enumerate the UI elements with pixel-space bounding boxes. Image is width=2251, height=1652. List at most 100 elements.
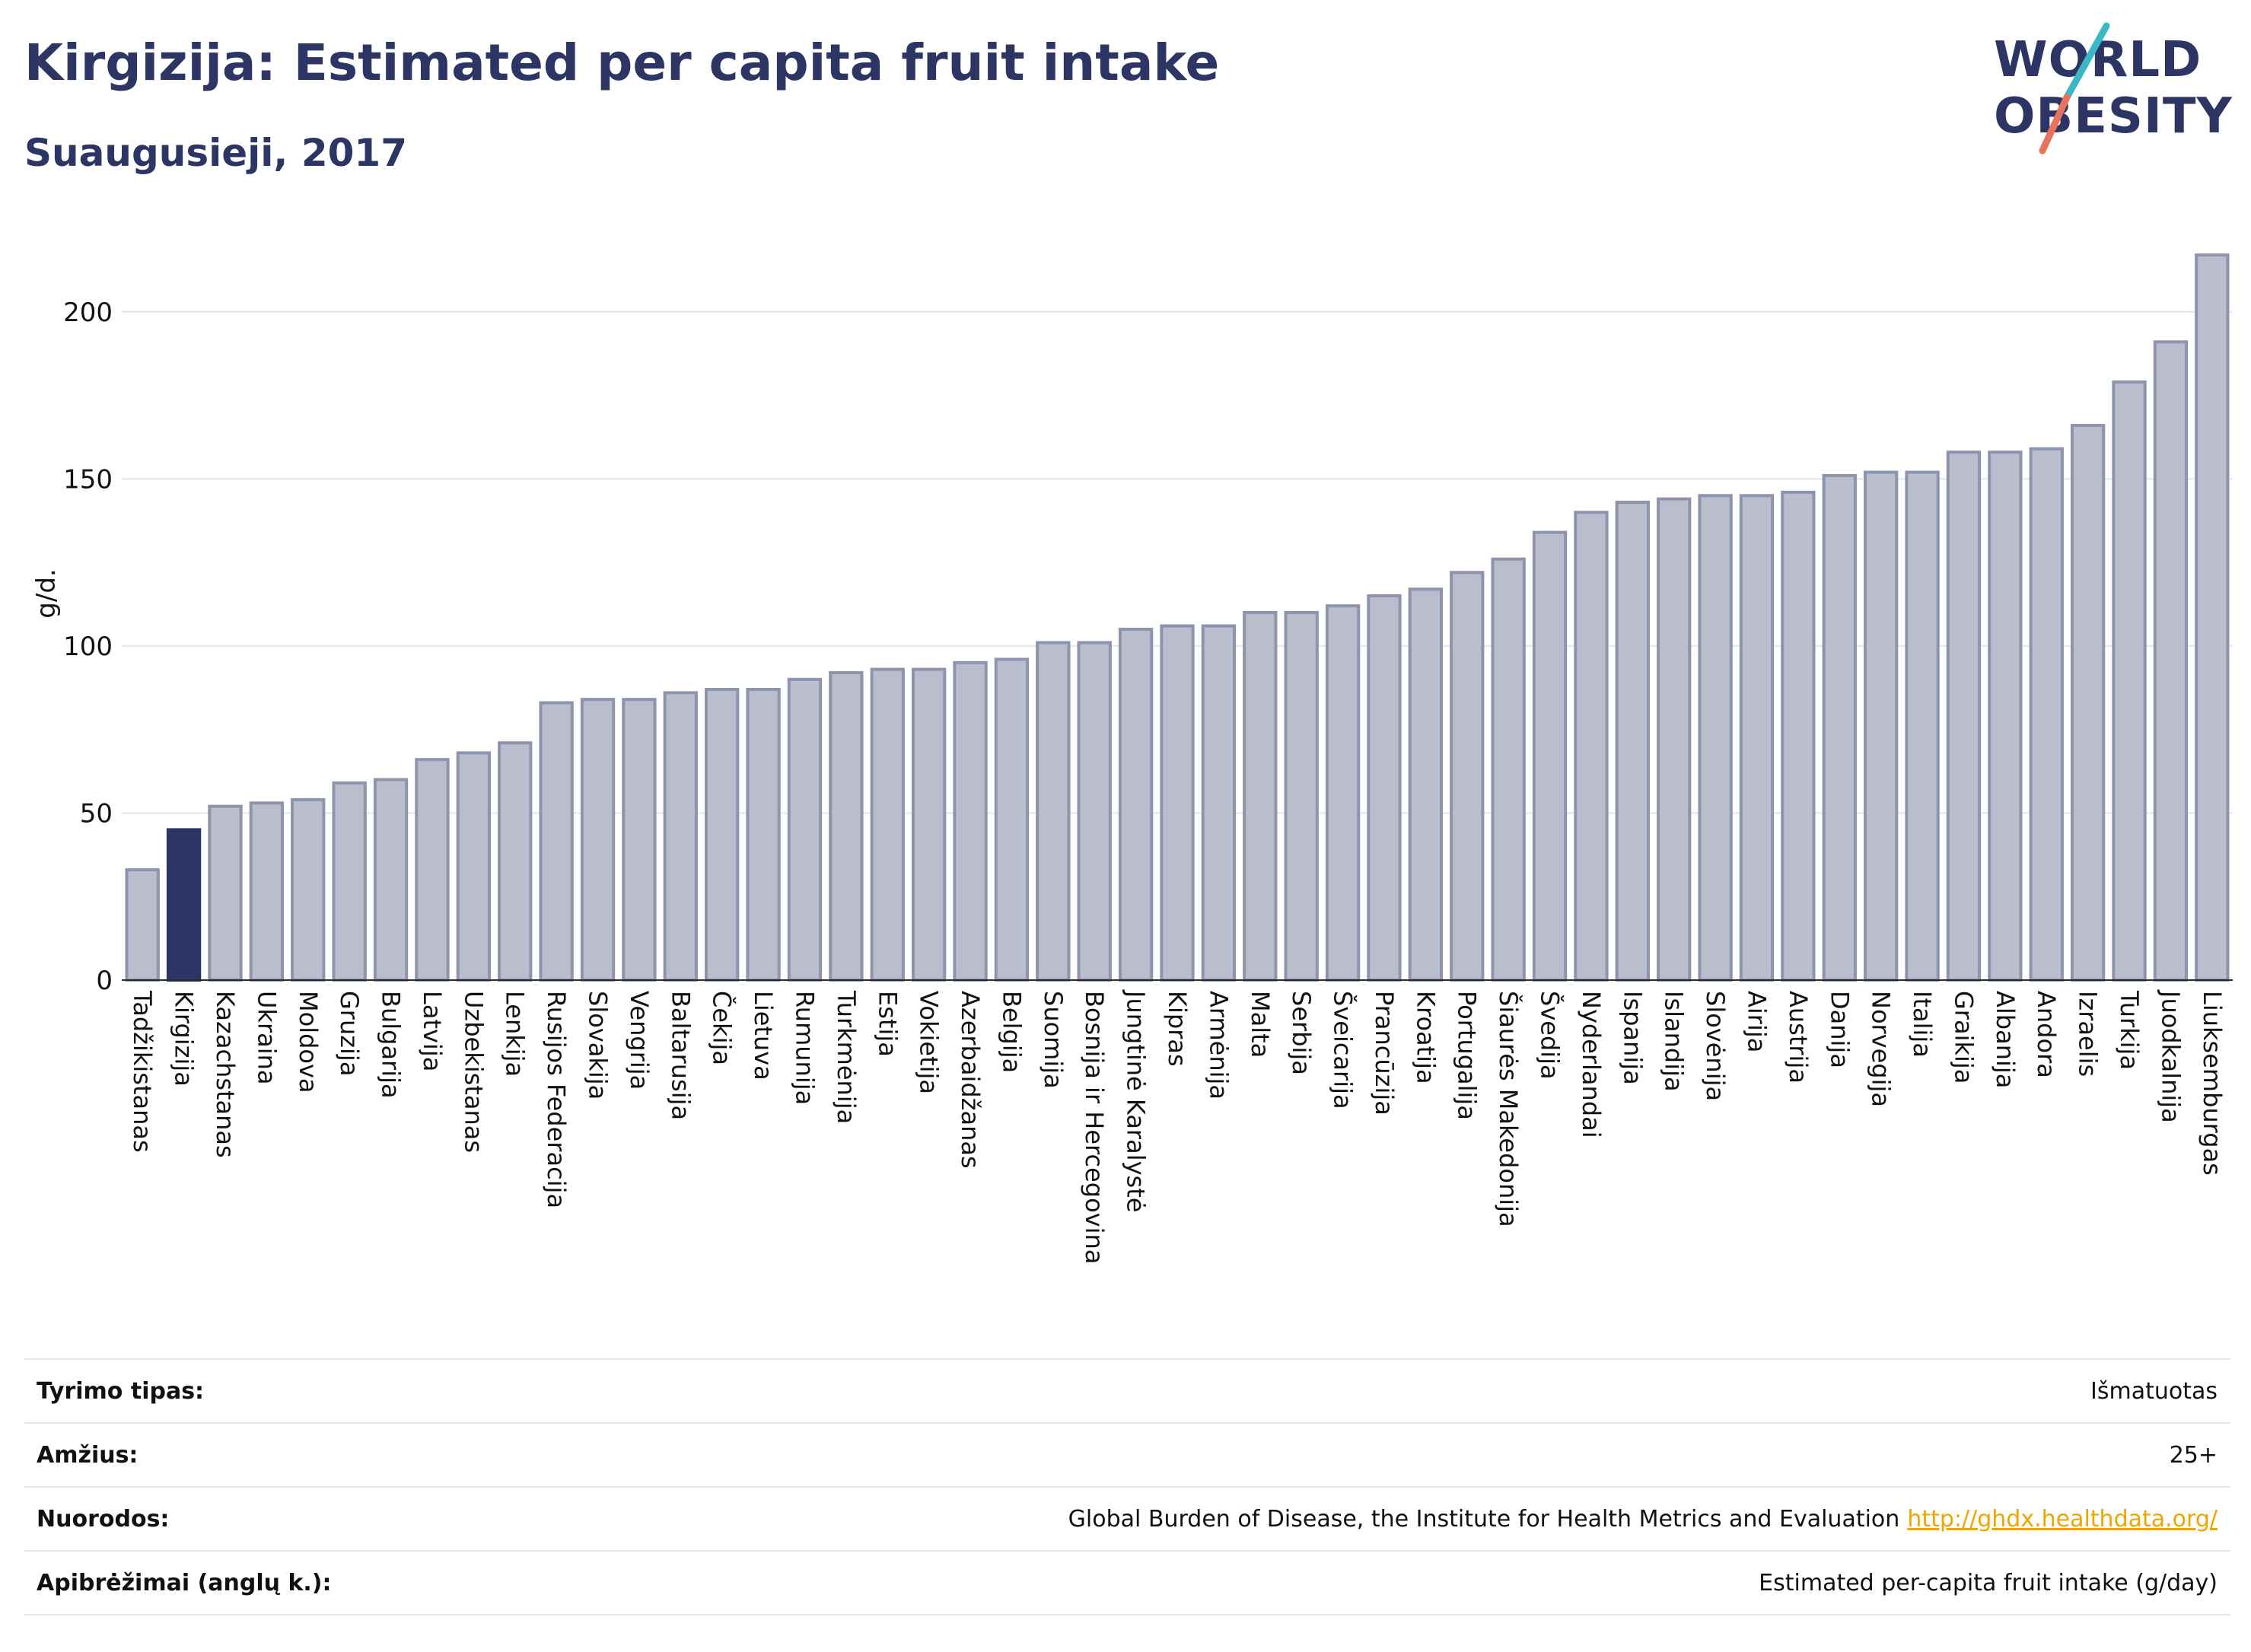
bar [1036, 641, 1071, 982]
x-tick-label: Danija [1825, 991, 1854, 1068]
chart-title: Kirgizija: Estimated per capita fruit in… [24, 33, 1220, 92]
bar [705, 687, 740, 982]
chart-subtitle: Suaugusieji, 2017 [24, 131, 407, 175]
meta-label: Amžius: [37, 1441, 138, 1469]
x-tick-label: Uzbekistanas [459, 991, 488, 1153]
x-tick-label: Bulgarija [377, 991, 406, 1099]
bar [1657, 497, 1692, 982]
x-tick-label: Portugalija [1453, 991, 1482, 1120]
meta-row-survey-type: Tyrimo tipas: Išmatuotas [24, 1358, 2230, 1422]
bar [1201, 624, 1237, 982]
x-tick-label: Kroatija [1411, 991, 1440, 1084]
x-tick-label: Airija [1742, 991, 1771, 1052]
x-tick-label: Serbija [1287, 991, 1316, 1075]
x-tick-label: Izraelis [2074, 991, 2103, 1077]
y-tick-label: 0 [96, 966, 113, 996]
bar [2029, 447, 2064, 982]
logo-slash-icon [2039, 22, 2110, 154]
bar [1822, 473, 1857, 982]
bar [539, 701, 574, 982]
x-tick-label: Turkija [2115, 990, 2144, 1070]
bar [1739, 494, 1775, 982]
bar [1574, 511, 1609, 982]
y-tick-label: 200 [63, 298, 113, 328]
x-tick-label: Turkmėnija [832, 990, 861, 1124]
bars [125, 253, 2230, 982]
bar [1491, 557, 1526, 982]
x-tick-label: Albanija [1991, 991, 2020, 1088]
bar [1863, 470, 1899, 982]
bar [125, 868, 160, 982]
x-tick-label: Moldova [294, 991, 323, 1093]
meta-row-age: Amžius: 25+ [24, 1422, 2230, 1486]
x-tick-label: Lietuva [749, 991, 778, 1081]
x-tick-label: Andora [2032, 991, 2061, 1078]
y-tick-label: 150 [63, 464, 113, 495]
meta-label: Nuorodos: [37, 1505, 170, 1533]
bar [1781, 490, 1816, 982]
bar [622, 698, 657, 982]
bar [332, 781, 367, 982]
bar [291, 797, 326, 982]
x-tick-label: Vengrija [625, 991, 654, 1090]
bar [1698, 494, 1733, 982]
meta-label: Tyrimo tipas: [37, 1377, 205, 1405]
x-tick-label: Prancūzija [1370, 991, 1399, 1116]
x-tick-label: Malta [1246, 991, 1275, 1058]
bar [663, 691, 698, 982]
bar [1450, 571, 1485, 982]
x-tick-label: Kipras [1163, 991, 1192, 1067]
x-tick-label: Belgija [997, 991, 1026, 1073]
x-tick-label: Azerbaidžanas [956, 991, 985, 1169]
x-tick-label: Gruzija [335, 991, 364, 1076]
x-tick-label: Čekija [708, 991, 737, 1065]
meta-value: 25+ [2169, 1441, 2218, 1469]
x-tick-label: Austrija [1784, 991, 1813, 1084]
x-tick-label: Estija [873, 991, 902, 1057]
bar [2195, 253, 2230, 982]
bar [1243, 610, 1278, 982]
x-tick-label: Šveicarija [1329, 991, 1358, 1109]
y-axis-label: g/d. [31, 568, 62, 618]
x-tick-label: Ukraina [252, 991, 281, 1085]
bar [829, 671, 864, 982]
x-tick-label: Graikija [1949, 991, 1978, 1084]
bar [1325, 604, 1361, 982]
x-tick-label: Rumunija [790, 991, 819, 1105]
world-obesity-logo: WORLD OBESITY [1979, 21, 2237, 158]
x-tick-label: Rusijos Federacija [542, 991, 571, 1208]
y-tick-label: 100 [63, 632, 113, 662]
bar [994, 657, 1030, 982]
bar [373, 778, 409, 982]
x-tick-label: Islandija [1660, 991, 1689, 1092]
logo-line-obesity: OBESITY [1994, 88, 2233, 145]
x-axis-labels: Tadžikistanas Kirgizija Kazachstanas Ukrain… [128, 989, 2227, 1264]
bar [2112, 380, 2147, 982]
bar [953, 660, 988, 982]
meta-row-references: Nuorodos: Global Burden of Disease, the … [24, 1486, 2230, 1550]
bar [1284, 610, 1319, 982]
bar [2070, 424, 2106, 982]
x-tick-label: Jungtinė Karalystė [1122, 989, 1151, 1212]
bar [1408, 587, 1444, 982]
x-tick-label: Tadžikistanas [128, 990, 157, 1153]
bar [2153, 340, 2189, 982]
meta-value: Global Burden of Disease, the Institute … [1068, 1505, 2218, 1533]
x-tick-label: Ispanija [1618, 991, 1647, 1085]
x-tick-label: Italija [1908, 991, 1937, 1058]
y-tick-label: 50 [80, 798, 113, 829]
x-tick-label: Armėnija [1204, 991, 1233, 1100]
x-tick-label: Latvija [418, 991, 447, 1071]
x-tick-label: Švedija [1536, 991, 1565, 1080]
bar [208, 804, 243, 982]
metadata-table: Tyrimo tipas: Išmatuotas Amžius: 25+ Nuo… [24, 1358, 2230, 1615]
bar [1615, 501, 1650, 982]
bar [456, 751, 492, 982]
bar [580, 698, 616, 982]
bar [498, 741, 533, 982]
source-link[interactable]: http://ghdx.healthdata.org/ [1907, 1505, 2218, 1533]
bar [249, 801, 285, 982]
bar [1532, 530, 1568, 982]
bar [1946, 450, 1982, 982]
y-axis-ticks: 0 50 100 150 200 [63, 298, 113, 996]
